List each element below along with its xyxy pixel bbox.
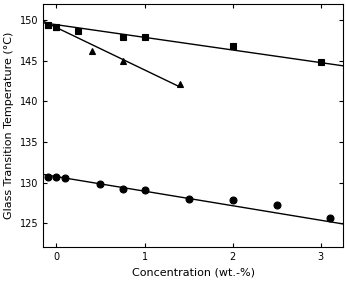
Y-axis label: Glass Transition Temperature (°C): Glass Transition Temperature (°C) — [4, 32, 14, 219]
X-axis label: Concentration (wt.-%): Concentration (wt.-%) — [132, 268, 254, 278]
